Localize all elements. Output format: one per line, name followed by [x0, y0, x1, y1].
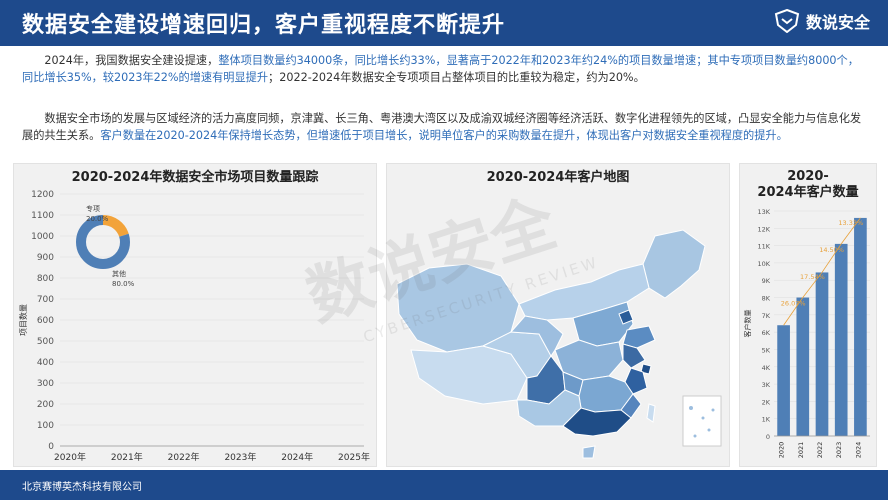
- header-bar: 数据安全建设增速回归，客户重视程度不断提升 数说安全: [0, 0, 888, 46]
- project-y-tick-label: 200: [37, 400, 54, 410]
- project-y-tick-label: 1200: [31, 190, 54, 200]
- customer-growth-label: 13.33%: [838, 219, 863, 227]
- customer-bar-2020: [777, 325, 790, 436]
- customer-x-tick-label: 2023: [835, 442, 843, 459]
- customer-x-tick-label: 2024: [854, 442, 862, 459]
- footer-bar: 北京赛博英杰科技有限公司: [0, 470, 888, 500]
- project-y-tick-label: 700: [37, 295, 54, 305]
- customer-count-title: 2020- 2024年客户数量: [740, 169, 876, 201]
- customer-map-panel: 2020-2024年客户地图: [386, 163, 730, 467]
- donut-label-other: 其他: [112, 269, 126, 278]
- map-region-guangdong: [562, 407, 632, 437]
- project-x-tick-label: 2020年: [54, 451, 86, 463]
- customer-growth-line: [802, 272, 823, 298]
- customer-bar-2023: [834, 243, 848, 436]
- project-y-tick-label: 300: [37, 379, 54, 389]
- project-x-tick-label: 2021年: [111, 451, 143, 463]
- brand-logo: 数说安全: [774, 9, 870, 33]
- customer-count-chart: 0 1K 2K 3K 4K 5K 6K 7K 8K 9K 10K 11K 12K 13K 客户数量 2020 2…: [743, 208, 870, 459]
- donut-pct-special: 20.0%: [86, 215, 109, 223]
- project-y-tick-label: 800: [37, 274, 54, 284]
- brand-shield-icon: [774, 9, 800, 33]
- customer-count-panel: 2020- 2024年客户数量 0 1K 2K 3K 4K 5K 6K 7K 8K 9K 10K 11…: [739, 163, 877, 467]
- map-region-shandong: [622, 325, 656, 349]
- map-region-gansu: [509, 315, 564, 357]
- project-x-tick-label: 2025年: [338, 451, 370, 463]
- customer-y-tick-label: 3K: [762, 381, 771, 389]
- customer-x-tick-label: 2020: [778, 442, 786, 459]
- paragraph-2-highlight: 客户数量在2020-2024年保持增长态势，但增速低于项目增长，说明单位客户的采…: [100, 129, 788, 142]
- customer-growth-label: 14.50%: [819, 246, 844, 254]
- customer-y-tick-label: 0: [766, 433, 770, 441]
- customer-bar-2022: [815, 272, 829, 436]
- project-y-tick-label: 0: [48, 442, 54, 452]
- project-y-tick-label: 500: [37, 337, 54, 347]
- customer-y-tick-label: 6K: [762, 329, 771, 337]
- project-chart-title: 2020-2024年数据安全市场项目数量跟踪: [71, 170, 319, 185]
- customer-y-tick-label: 7K: [762, 312, 771, 320]
- map-region-beijing: [618, 309, 634, 325]
- project-y-axis-label: 项目数量: [18, 304, 28, 336]
- customer-y-tick-label: 9K: [762, 277, 771, 285]
- customer-growth-line: [783, 297, 804, 326]
- map-region-jiangsu: [622, 343, 646, 369]
- customer-count-title-line-2: 2024年客户数量: [757, 185, 859, 200]
- company-name: 北京赛博英杰科技有限公司: [22, 482, 142, 493]
- map-region-zhejiang: [624, 367, 648, 395]
- paragraph-1: 2024年，我国数据安全建设提速，整体项目数量约34000条，同比增长约33%，…: [22, 52, 868, 86]
- customer-count-title-line-1: 2020-: [787, 169, 829, 184]
- paragraph-2-text-a: 数据安全市场的发展与区域经济的活力高度同频，京津冀、长三角、粤港澳大湾区以及成渝…: [22, 112, 862, 142]
- customer-x-tick-label: 2022: [816, 442, 824, 459]
- page-title: 数据安全建设增速回归，客户重视程度不断提升: [22, 13, 506, 38]
- customer-growth-line: [840, 217, 861, 245]
- customer-y-tick-label: 2K: [762, 398, 771, 406]
- customer-bar-2024: [854, 217, 867, 436]
- map-region-southwest: [516, 389, 582, 427]
- customer-y-tick-label: 13K: [757, 208, 770, 216]
- map-region-northeast: [642, 229, 706, 299]
- project-chart-panel: 2020-2024年数据安全市场项目数量跟踪 0 100 200 300 400 500 6…: [13, 163, 377, 467]
- customer-y-tick-label: 12K: [757, 225, 770, 233]
- customer-growth-label: 26.07%: [781, 299, 806, 307]
- paragraph-1-text-b: ；2022-2024年数据安全专项项目占整体项目的比重较为稳定，约为20%。: [268, 71, 645, 84]
- customer-y-tick-label: 4K: [762, 364, 771, 372]
- customer-y-axis-label: 客户数量: [743, 310, 752, 338]
- project-y-tick-label: 1000: [31, 232, 54, 242]
- brand-name: 数说安全: [805, 13, 870, 32]
- project-x-tick-label: 2024年: [281, 451, 313, 463]
- project-x-tick-label: 2023年: [224, 451, 256, 463]
- customer-x-tick-label: 2021: [797, 442, 805, 459]
- project-y-tick-label: 100: [37, 421, 54, 431]
- donut-slice-1: [76, 215, 130, 269]
- map-region-taiwan: [646, 403, 656, 423]
- map-region-hainan: [582, 445, 596, 459]
- customer-map-title: 2020-2024年客户地图: [486, 170, 630, 185]
- customer-growth-line: [821, 243, 842, 273]
- customer-y-tick-label: 5K: [762, 346, 771, 354]
- china-map: [396, 229, 722, 459]
- customer-y-tick-label: 11K: [757, 243, 770, 251]
- customer-y-tick-label: 8K: [762, 295, 771, 303]
- map-region-tibet: [410, 345, 528, 405]
- customer-y-tick-label: 10K: [757, 260, 770, 268]
- donut-label-special: 专项: [86, 204, 100, 213]
- paragraph-2: 数据安全市场的发展与区域经济的活力高度同频，京津冀、长三角、粤港澳大湾区以及成渝…: [22, 110, 868, 144]
- project-y-tick-label: 900: [37, 253, 54, 263]
- donut-pct-other: 80.0%: [112, 280, 135, 288]
- project-x-tick-label: 2022年: [168, 451, 200, 463]
- customer-growth-label: 17.54%: [800, 273, 825, 281]
- map-region-shanghai: [640, 363, 652, 375]
- customer-y-tick-label: 1K: [762, 416, 771, 424]
- paragraph-1-highlight: 整体项目数量约34000条，同比增长约33%，显著高于2022年和2023年约2…: [22, 54, 859, 84]
- customer-bar-2021: [796, 297, 810, 436]
- south-sea-islands: [689, 406, 715, 438]
- project-chart: 0 100 200 300 400 500 600 700 800 900 1000 1100 1200…: [18, 190, 370, 463]
- project-y-tick-label: 600: [37, 316, 54, 326]
- paragraph-1-text-a: 2024年，我国数据安全建设提速，: [44, 54, 219, 67]
- project-y-tick-label: 400: [37, 358, 54, 368]
- project-y-tick-label: 1100: [31, 211, 54, 221]
- south-sea-inset: [682, 395, 722, 447]
